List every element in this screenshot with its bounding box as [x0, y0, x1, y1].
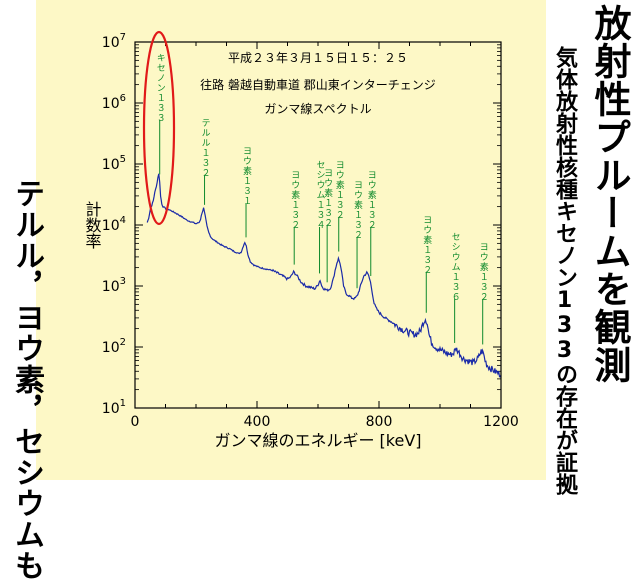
tick-labels: 0 400 800 1200 101 102 103 104 105 106 107	[102, 32, 519, 430]
y-tick-label: 101	[102, 398, 126, 417]
peak-label: ヨウ素１３２	[366, 170, 377, 230]
x-tick-label: 400	[244, 414, 271, 430]
y-tick-label: 102	[102, 337, 126, 356]
x-tick-label: 800	[366, 414, 393, 430]
x-tick-label: 0	[131, 414, 140, 430]
y-axis-label: 計数率	[83, 201, 102, 249]
peak-label: ヨウ素１３２	[322, 168, 333, 228]
y-tick-label: 107	[102, 32, 126, 51]
x-axis-label: ガンマ線のエネルギー [keV]	[214, 431, 421, 450]
peak-label: ヨウ素１３２	[421, 215, 432, 275]
peak-label: ヨウ素１３２	[352, 180, 363, 240]
title-sub: 気体放射性核種キセノン133の存在が証拠	[552, 46, 577, 495]
chart-panel	[36, 0, 546, 480]
peak-label: ヨウ素１３１	[241, 146, 252, 206]
xe133-highlight-ellipse	[142, 30, 176, 226]
peak-label: キセノン１３３	[155, 53, 166, 123]
x-tick-label: 1200	[483, 414, 519, 430]
series-line	[146, 173, 502, 378]
spectrum-chart: 計数率 0 400 800 1200 101 102 103 104 105 106 107 キセノ…	[83, 30, 519, 450]
y-tick-label: 104	[102, 215, 126, 234]
y-tick-label: 105	[102, 154, 126, 173]
chart-header-line-1: 平成２３年３月１５日１５：２５	[228, 51, 408, 65]
series-group	[146, 173, 502, 378]
peak-label: セシウム１３６	[450, 232, 461, 302]
peak-label: ヨウ素１３２	[334, 160, 345, 220]
peak-label: ヨウ素１３２	[478, 242, 489, 302]
peak-label: テルル１３２	[200, 118, 211, 178]
chart-header-line-3: ガンマ線スペクトル	[264, 101, 371, 116]
plot-frame	[134, 41, 502, 409]
chart-header-line-2: 往路 磐越自動車道 郡山東インターチェンジ	[200, 77, 436, 92]
peak-label: ヨウ素１３２	[289, 170, 300, 230]
y-tick-label: 106	[102, 93, 126, 112]
y-tick-label: 103	[102, 276, 126, 295]
title-main: 放射性プルームを観測	[588, 4, 631, 384]
peak-label: セシウム１３４	[315, 160, 326, 230]
y-axis-label-text: 計数率	[83, 201, 102, 249]
